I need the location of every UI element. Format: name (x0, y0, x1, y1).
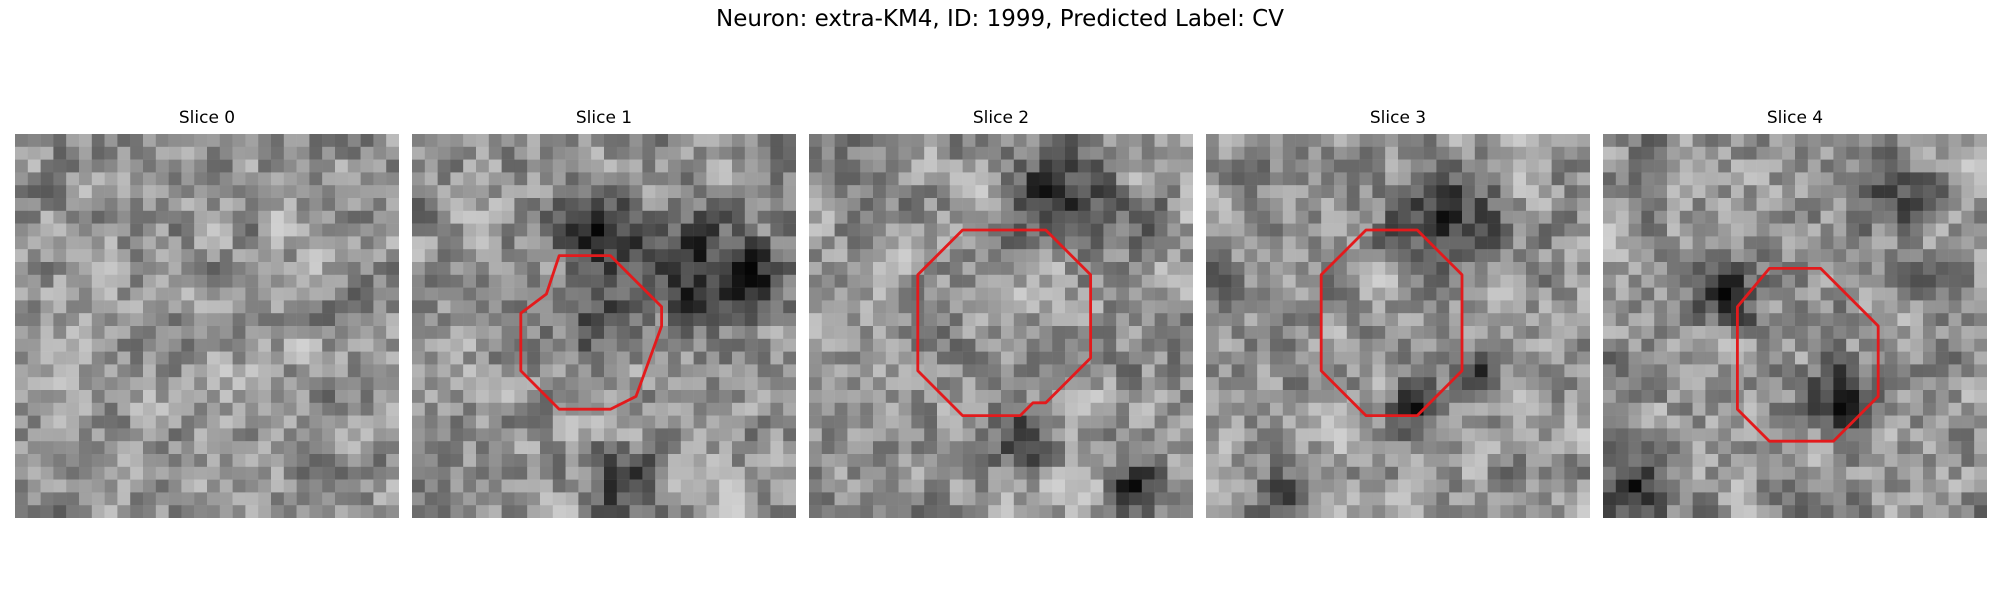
slice-panel-1: Slice 1 (412, 108, 796, 518)
slice-title: Slice 0 (178, 108, 236, 128)
slice-title: Slice 4 (1766, 108, 1824, 128)
slice-image-1 (412, 134, 796, 518)
slice-image-3 (1206, 134, 1590, 518)
slice-title: Slice 1 (575, 108, 633, 128)
predicted-outline (1319, 228, 1464, 418)
slice-panel-4: Slice 4 (1603, 108, 1987, 518)
slice-panel-2: Slice 2 (809, 108, 1193, 518)
predicted-outline (519, 254, 664, 411)
figure-title: Neuron: extra-KM4, ID: 1999, Predicted L… (716, 6, 1284, 32)
slice-panel-3: Slice 3 (1206, 108, 1590, 518)
slice-image-2 (809, 134, 1193, 518)
predicted-outline (1735, 266, 1880, 443)
slice-title: Slice 3 (1369, 108, 1427, 128)
predicted-outline (916, 228, 1093, 418)
grayscale-pixels (809, 134, 1193, 518)
grayscale-pixels (412, 134, 796, 518)
grayscale-pixels (15, 134, 399, 518)
slice-panel-0: Slice 0 (15, 108, 399, 518)
slice-image-0 (15, 134, 399, 518)
grayscale-pixels (1206, 134, 1590, 518)
slice-image-4 (1603, 134, 1987, 518)
grayscale-pixels (1603, 134, 1987, 518)
slice-title: Slice 2 (972, 108, 1030, 128)
